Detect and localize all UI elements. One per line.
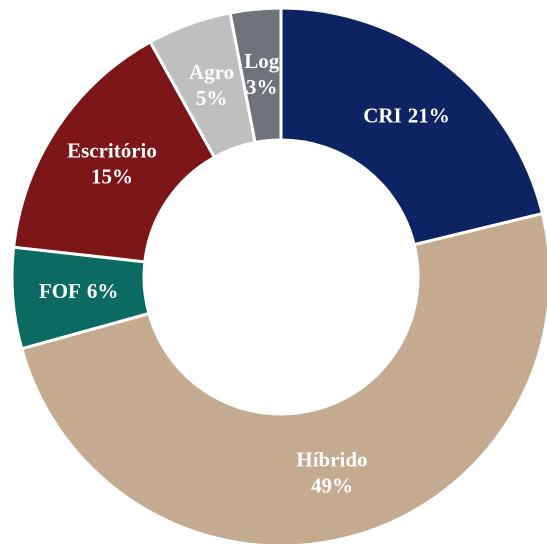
- slice-label: Escritório 15%: [67, 138, 157, 188]
- slice-label: FOF 6%: [39, 279, 119, 303]
- slice-label: Agro 5%: [189, 60, 234, 110]
- value-label: 49%: [311, 473, 353, 497]
- category-label: Log: [244, 49, 280, 73]
- donut-slice: [11, 39, 217, 264]
- category-label: Agro: [189, 60, 234, 84]
- category-label: Escritório: [67, 138, 157, 162]
- donut-slice: [279, 6, 545, 247]
- value-label: 3%: [246, 75, 278, 99]
- value-label: 6%: [87, 279, 119, 303]
- donut-slice: [19, 211, 547, 544]
- value-label: 21%: [408, 103, 450, 127]
- slice-label: CRI 21%: [363, 103, 450, 127]
- category-label: FOF: [39, 279, 81, 303]
- slice-label: Log 3%: [244, 49, 280, 99]
- value-label: 15%: [91, 164, 133, 188]
- category-label: Híbrido: [296, 447, 367, 471]
- donut-slice: [228, 6, 283, 145]
- category-label: CRI: [363, 103, 402, 127]
- value-label: 5%: [196, 86, 228, 110]
- slice-label: Híbrido 49%: [296, 447, 367, 497]
